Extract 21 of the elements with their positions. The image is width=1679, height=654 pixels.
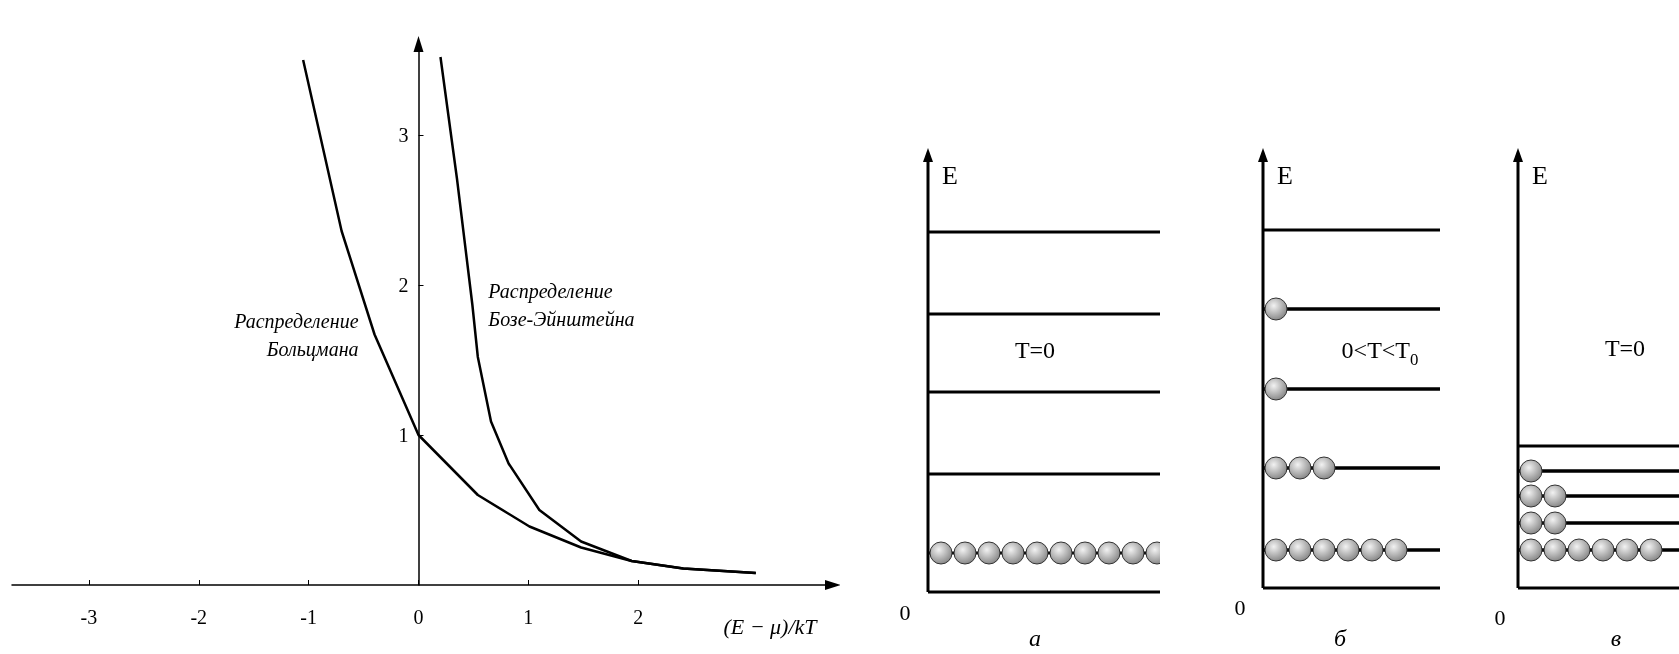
- text: T=0: [1604, 334, 1646, 361]
- text: а: [1029, 624, 1041, 651]
- text: E: [1277, 160, 1293, 190]
- y-tick-label: 1: [398, 424, 409, 446]
- text: в: [1610, 624, 1622, 651]
- x-tick-label: 1: [523, 606, 534, 628]
- x-tick-label: -1: [300, 606, 317, 628]
- y-tick-label: 2: [398, 274, 409, 296]
- series-label: Распределение Больцмана: [233, 309, 359, 361]
- text: 0<T<T$_{0}$: [1341, 336, 1419, 370]
- x-tick-label: 2: [633, 606, 644, 628]
- x-axis-title: (E − μ)/kT: [723, 613, 819, 639]
- y-tick-label: 3: [398, 124, 409, 146]
- series-label: Распределение Бозе-Эйнштейна: [487, 279, 635, 330]
- x-tick-label: -3: [80, 606, 98, 628]
- text: E: [1532, 160, 1548, 190]
- text: б: [1333, 624, 1347, 651]
- text: E: [942, 160, 958, 190]
- x-tick-label: 0: [413, 606, 424, 628]
- x-tick-label: -2: [190, 606, 208, 628]
- text: T=0: [1014, 336, 1056, 363]
